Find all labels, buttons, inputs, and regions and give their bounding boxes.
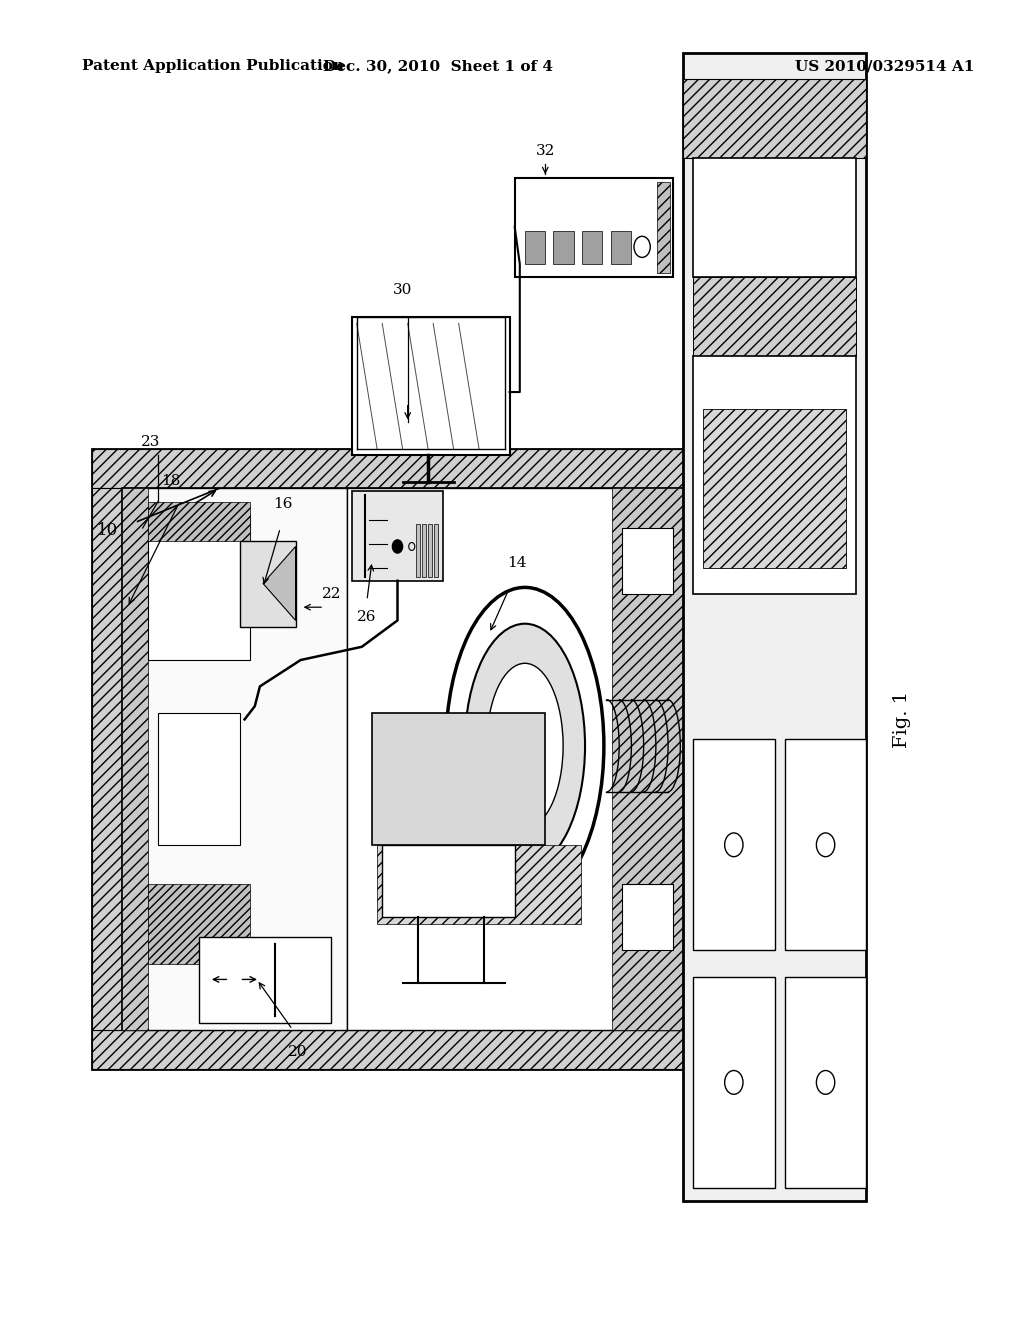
Bar [683, 79, 866, 158]
Bar [525, 231, 546, 264]
Bar [693, 356, 856, 594]
Ellipse shape [445, 587, 604, 904]
Text: 20: 20 [288, 1045, 307, 1060]
Text: 14: 14 [507, 556, 526, 570]
Ellipse shape [465, 623, 585, 869]
Bar [553, 231, 573, 264]
Bar [92, 488, 122, 1030]
Text: Fig. 1: Fig. 1 [893, 690, 911, 748]
Bar [346, 488, 683, 1030]
Bar [610, 231, 631, 264]
Bar [147, 502, 250, 541]
Bar [784, 977, 866, 1188]
Bar [683, 53, 866, 1201]
Text: 30: 30 [393, 282, 413, 297]
Bar [515, 178, 673, 277]
Bar [240, 541, 296, 627]
Bar [693, 158, 856, 277]
Bar [434, 524, 438, 577]
Text: 32: 32 [536, 144, 555, 158]
Text: 16: 16 [273, 496, 293, 511]
Bar [147, 884, 250, 964]
Bar [703, 409, 846, 568]
Bar [158, 713, 240, 845]
Ellipse shape [486, 663, 563, 829]
Text: 18: 18 [162, 474, 181, 488]
Bar [199, 937, 331, 1023]
Bar [147, 515, 250, 660]
Text: 26: 26 [357, 610, 377, 624]
Bar [92, 449, 683, 1069]
Bar [122, 488, 346, 1030]
Bar [622, 528, 673, 594]
Bar [416, 524, 420, 577]
Bar [693, 277, 856, 356]
Bar [652, 488, 683, 1030]
Bar [622, 884, 673, 950]
Text: Dec. 30, 2010  Sheet 1 of 4: Dec. 30, 2010 Sheet 1 of 4 [324, 59, 553, 74]
Bar [582, 231, 602, 264]
Bar [422, 524, 426, 577]
Bar [657, 182, 670, 273]
Bar [122, 488, 147, 1030]
Bar [693, 739, 774, 950]
Bar [382, 845, 515, 917]
Bar [784, 739, 866, 950]
Text: Patent Application Publication: Patent Application Publication [82, 59, 343, 74]
Circle shape [392, 540, 402, 553]
Text: 10: 10 [97, 523, 118, 539]
Bar [92, 449, 683, 488]
Text: 22: 22 [322, 586, 341, 601]
Bar [611, 488, 683, 1030]
Bar [693, 977, 774, 1188]
Text: US 2010/0329514 A1: US 2010/0329514 A1 [795, 59, 975, 74]
Bar [372, 713, 546, 845]
Polygon shape [263, 546, 296, 620]
Bar [428, 524, 432, 577]
Bar [377, 845, 581, 924]
Text: 23: 23 [141, 434, 161, 449]
Bar [351, 317, 510, 455]
Bar [122, 488, 683, 1030]
Bar [351, 491, 443, 581]
Bar [92, 1030, 683, 1069]
